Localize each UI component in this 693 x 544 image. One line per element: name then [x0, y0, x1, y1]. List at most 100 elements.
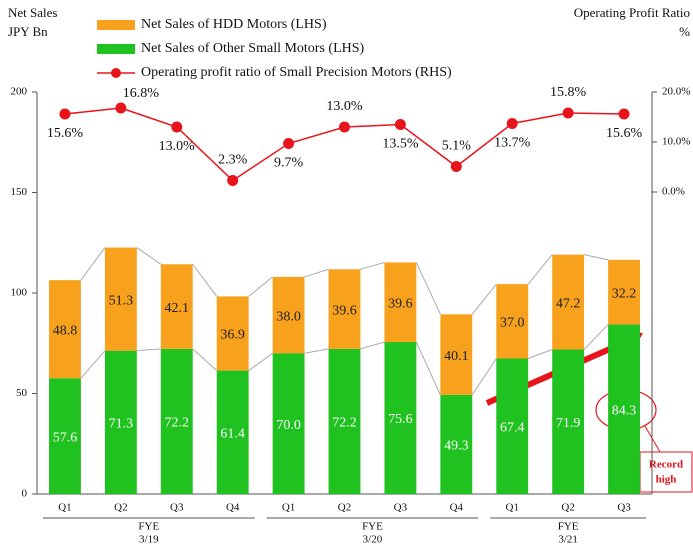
bar	[49, 378, 81, 494]
legend-label: Operating profit ratio of Small Precisio…	[141, 65, 452, 80]
line-point	[171, 121, 183, 133]
line-value-label: 15.6%	[47, 126, 84, 141]
group-label: 3/20	[363, 534, 383, 544]
bar-value-label: 38.0	[276, 309, 301, 324]
y2-tick-label: 0.0%	[662, 186, 685, 198]
series-connector	[415, 262, 441, 315]
series-connector	[527, 254, 553, 285]
x-tick-label: Q1	[58, 502, 71, 514]
y-tick-label: 100	[11, 287, 28, 299]
x-tick-label: Q3	[394, 502, 408, 514]
series-connector	[136, 247, 162, 265]
series-connector	[527, 349, 553, 359]
x-tick-label: Q2	[561, 502, 574, 514]
line-value-label: 2.3%	[218, 153, 248, 168]
bar	[49, 280, 81, 379]
bar-value-label: 72.2	[332, 416, 357, 431]
line-point	[450, 161, 462, 172]
line-point	[227, 175, 239, 186]
line-value-label: 13.0%	[326, 99, 363, 114]
legend-swatch	[111, 68, 121, 78]
y-tick-label: 200	[11, 86, 28, 98]
bar	[384, 262, 417, 343]
y-axis-title: JPY Bn	[8, 24, 48, 39]
bar	[160, 348, 193, 494]
x-tick-label: Q3	[617, 502, 631, 514]
bar-value-label: 57.6	[53, 430, 78, 445]
line-point	[618, 108, 630, 120]
legend-label: Net Sales of Other Small Motors (LHS)	[141, 41, 365, 56]
bar	[328, 348, 361, 494]
bar-value-label: 48.8	[53, 323, 78, 338]
series-connector	[136, 348, 161, 352]
group-label: 3/19	[139, 534, 159, 544]
bar	[216, 296, 249, 371]
series-connector	[248, 276, 273, 297]
line-point	[339, 121, 350, 133]
bar-value-label: 71.3	[109, 417, 134, 432]
line	[64, 107, 625, 182]
line-point	[394, 119, 406, 130]
bar-value-label: 75.6	[388, 412, 413, 427]
line-value-label: 15.8%	[550, 85, 587, 100]
line-point	[562, 107, 574, 119]
line-value-label: 16.8%	[123, 86, 160, 101]
x-tick-label: Q4	[450, 502, 464, 514]
x-tick-label: Q1	[282, 502, 295, 514]
line-point	[115, 102, 127, 114]
series-connector	[304, 268, 329, 278]
bar-value-label: 71.9	[556, 416, 581, 431]
series-connector	[583, 254, 609, 261]
x-tick-label: Q1	[506, 502, 519, 514]
callout-box	[639, 451, 693, 493]
series-connector	[80, 350, 106, 379]
x-tick-label: Q4	[226, 502, 240, 514]
x-tick-label: Q2	[338, 502, 351, 514]
y2-tick-label: 10.0%	[662, 136, 690, 148]
line-value-label: 9.7%	[274, 156, 304, 171]
line-value-label: 15.6%	[606, 126, 643, 141]
bar	[272, 276, 305, 354]
y-tick-label: 0	[22, 488, 28, 500]
series-connector	[192, 348, 218, 371]
bar	[328, 269, 361, 349]
bar-value-label: 42.1	[165, 301, 190, 316]
bar-value-label: 72.2	[165, 416, 190, 431]
series-connector	[80, 247, 106, 281]
bar	[216, 370, 249, 494]
line-value-label: 13.0%	[159, 139, 196, 154]
bar	[160, 264, 193, 349]
legend-swatch	[97, 44, 135, 54]
annotation: Record	[649, 459, 683, 471]
bar	[104, 247, 137, 351]
legend-label: Net Sales of HDD Motors (LHS)	[141, 17, 327, 32]
bar-value-label: 67.4	[500, 420, 525, 435]
series-connector	[304, 348, 329, 354]
line-point	[283, 138, 295, 149]
series-connector	[415, 341, 441, 396]
bar-value-label: 61.4	[220, 427, 245, 442]
bar-value-label: 39.6	[388, 296, 413, 311]
bar	[608, 324, 640, 494]
line-value-label: 13.5%	[382, 137, 419, 152]
series-connector	[471, 283, 497, 315]
line-point	[59, 108, 71, 120]
series-connector	[583, 324, 609, 350]
line-value-label: 5.1%	[442, 139, 472, 154]
bar	[496, 358, 529, 494]
series-connector	[192, 263, 218, 297]
bar	[608, 259, 640, 325]
bar	[104, 350, 137, 494]
bar-value-label: 40.1	[444, 349, 469, 364]
bar-value-label: 84.3	[612, 403, 637, 418]
x-tick-label: Q2	[114, 502, 127, 514]
bar-value-label: 70.0	[276, 418, 301, 433]
bar	[552, 349, 585, 494]
annotation: high	[656, 474, 677, 486]
bar	[552, 254, 585, 350]
series-connector	[248, 352, 273, 371]
legend-swatch	[97, 20, 135, 30]
y-axis-title: Net Sales	[8, 5, 57, 20]
y2-axis-title: %	[679, 24, 690, 39]
